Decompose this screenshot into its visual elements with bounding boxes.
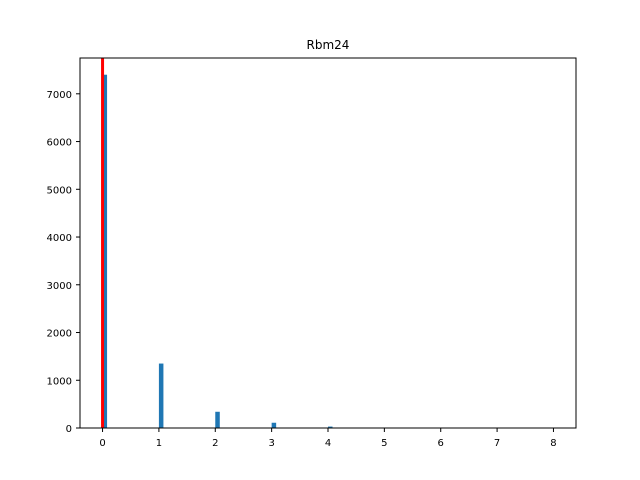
x-tick-label: 8	[550, 438, 556, 449]
y-axis: 0 1000 2000 3000 4000 5000 6000 7000	[47, 90, 80, 435]
x-tick-label: 1	[156, 438, 162, 449]
y-tick-label: 4000	[47, 233, 72, 244]
histogram-bar-4	[328, 426, 333, 428]
x-tick-label: 0	[99, 438, 105, 449]
histogram-bar-2	[215, 411, 220, 428]
chart-title: Rbm24	[307, 38, 350, 52]
y-tick-label: 7000	[47, 90, 72, 101]
y-tick-label: 0	[66, 424, 72, 435]
x-tick-label: 3	[268, 438, 274, 449]
x-tick-label: 4	[325, 438, 331, 449]
histogram-bar-1	[158, 363, 164, 428]
histogram-bar-3	[271, 422, 277, 428]
x-tick-label: 6	[438, 438, 444, 449]
x-tick-label: 7	[494, 438, 500, 449]
y-tick-label: 5000	[47, 185, 72, 196]
y-tick-label: 6000	[47, 138, 72, 149]
y-tick-label: 1000	[47, 376, 72, 387]
x-tick-label: 2	[212, 438, 218, 449]
y-tick-label: 3000	[47, 281, 72, 292]
x-tick-label: 5	[381, 438, 387, 449]
x-axis: 0 1 2 3 4 5 6 7 8	[99, 428, 557, 449]
histogram-bar-0	[102, 74, 108, 429]
y-tick-label: 2000	[47, 329, 72, 340]
